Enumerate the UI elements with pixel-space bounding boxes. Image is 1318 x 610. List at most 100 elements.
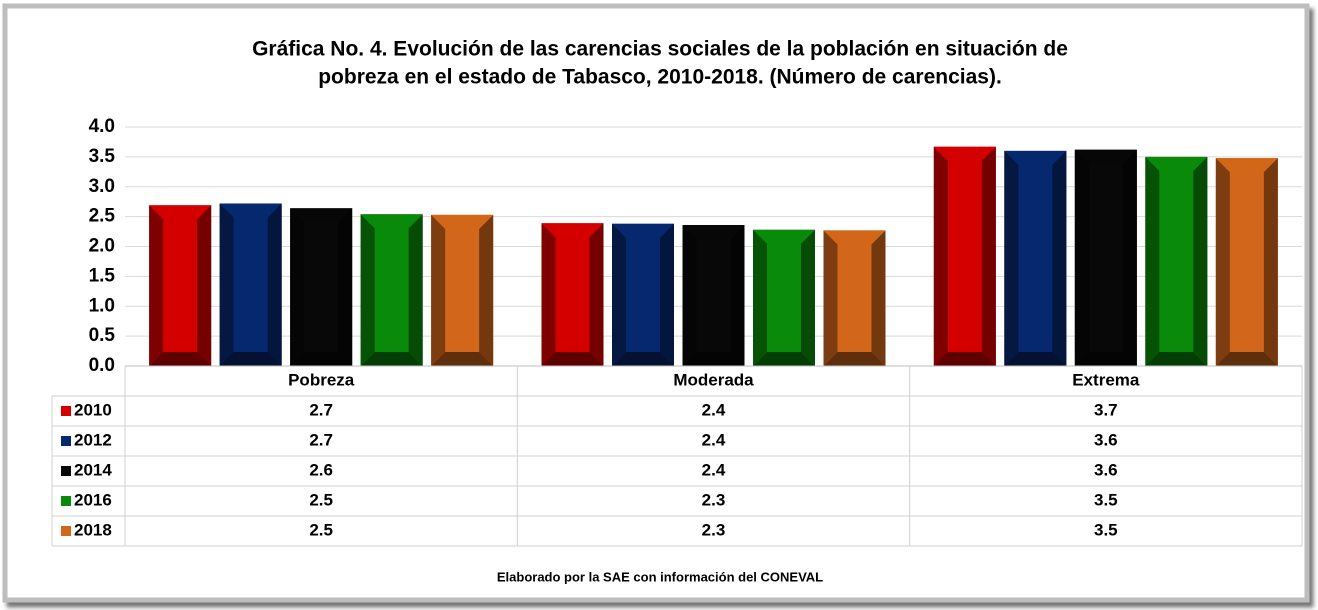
legend-swatch	[61, 496, 71, 506]
bar-bevel	[1052, 150, 1067, 366]
bar-bevel	[1145, 156, 1208, 171]
bar-bevel	[431, 214, 494, 229]
bar-bevel	[1122, 149, 1137, 366]
bar-bevel	[801, 229, 815, 366]
legend-swatch	[61, 406, 71, 416]
bar-bevel	[1145, 156, 1160, 366]
legend-swatch	[61, 436, 71, 446]
bar-bevel	[1193, 156, 1208, 366]
bar-bevel	[612, 352, 674, 366]
bar-bevel	[1074, 149, 1137, 164]
bar-bevel	[541, 352, 604, 366]
source-note: Elaborado por la SAE con información del…	[497, 569, 823, 584]
y-tick-label: 1.0	[89, 295, 115, 316]
bar-bevel	[1145, 352, 1208, 366]
y-tick-label: 2.0	[89, 236, 115, 257]
legend-label: 2014	[74, 460, 112, 479]
bar-bevel	[1074, 149, 1089, 366]
bar-bevel	[290, 208, 353, 223]
bar-bevel	[933, 146, 948, 366]
bar-bevel	[612, 223, 626, 366]
bar-bevel	[1215, 158, 1230, 366]
x-tick-label: Extrema	[1072, 370, 1140, 389]
y-tick-label: 2.5	[89, 206, 116, 227]
legend-label: 2018	[74, 520, 112, 539]
bar-bevel	[933, 352, 996, 366]
bar-bevel	[290, 352, 353, 366]
data-label: 2.4	[702, 430, 726, 449]
data-label: 2.4	[702, 400, 726, 419]
y-tick-label: 3.0	[89, 176, 115, 197]
bar-bevel	[753, 229, 815, 244]
y-tick-label: 0.5	[89, 325, 116, 346]
bar-bevel	[660, 223, 674, 366]
bar-bevel	[479, 214, 494, 366]
bar-bevel	[197, 205, 212, 366]
bar-bevel	[589, 223, 604, 366]
data-label: 2.6	[309, 460, 333, 479]
data-label: 2.3	[702, 520, 726, 539]
data-label: 2.5	[309, 490, 333, 509]
bar-bevel	[360, 214, 423, 229]
chart-title: Gráfica No. 4. Evolución de las carencia…	[252, 38, 1068, 61]
y-tick-label: 0.0	[89, 355, 115, 376]
data-label: 2.4	[702, 460, 726, 479]
bar-bevel	[933, 146, 996, 161]
y-tick-label: 1.5	[89, 265, 116, 286]
bar-bevel	[1215, 352, 1278, 366]
data-label: 2.5	[309, 520, 333, 539]
x-tick-label: Moderada	[673, 370, 754, 389]
bar-bevel	[981, 146, 996, 366]
bar-bevel	[612, 223, 674, 238]
data-label: 3.6	[1094, 430, 1118, 449]
data-label: 2.7	[309, 430, 333, 449]
bar-bevel	[823, 230, 838, 366]
data-label: 3.5	[1094, 520, 1118, 539]
bar-bevel	[267, 203, 282, 366]
legend-label: 2016	[74, 490, 112, 509]
bar-bevel	[823, 230, 886, 245]
bar-bevel	[541, 223, 556, 366]
chart-subtitle: pobreza en el estado de Tabasco, 2010-20…	[318, 66, 1002, 89]
bar-bevel	[338, 208, 353, 366]
legend-label: 2010	[74, 400, 112, 419]
data-label: 3.5	[1094, 490, 1118, 509]
bar-bevel	[541, 223, 604, 238]
bar-bevel	[360, 352, 423, 366]
bar-bevel	[219, 203, 234, 366]
bar-bevel	[753, 229, 767, 366]
bar-bevel	[753, 352, 815, 366]
bar-bevel	[1215, 158, 1278, 173]
bar-bevel	[360, 214, 375, 366]
bar-bevel	[1004, 150, 1067, 165]
data-label: 2.3	[702, 490, 726, 509]
bar-bevel	[149, 205, 212, 220]
bar-bevel	[730, 224, 745, 366]
bar-bevel	[823, 352, 886, 366]
bar-bevel	[1004, 352, 1067, 366]
bar-bevel	[682, 224, 745, 239]
bar-bevel	[149, 205, 164, 366]
bar-bevel	[431, 352, 494, 366]
legend-swatch	[61, 526, 71, 536]
bar-bevel	[219, 352, 282, 366]
data-label: 3.6	[1094, 460, 1118, 479]
bar-bevel	[1004, 150, 1019, 366]
legend-swatch	[61, 466, 71, 476]
y-tick-label: 3.5	[89, 146, 116, 167]
bar-bevel	[1074, 352, 1137, 366]
bar-bevel	[682, 224, 697, 366]
data-label: 3.7	[1094, 400, 1118, 419]
data-label: 2.7	[309, 400, 333, 419]
x-tick-label: Pobreza	[288, 370, 355, 389]
bar-bevel	[682, 352, 745, 366]
bar-bevel	[871, 230, 886, 366]
bar-bevel	[1263, 158, 1278, 366]
y-tick-label: 4.0	[89, 116, 115, 137]
bar-bevel	[408, 214, 423, 366]
bar-bevel	[149, 352, 212, 366]
bar-bevel	[290, 208, 305, 366]
bar-bevel	[219, 203, 282, 218]
bar-bevel	[431, 214, 446, 366]
legend-label: 2012	[74, 430, 112, 449]
